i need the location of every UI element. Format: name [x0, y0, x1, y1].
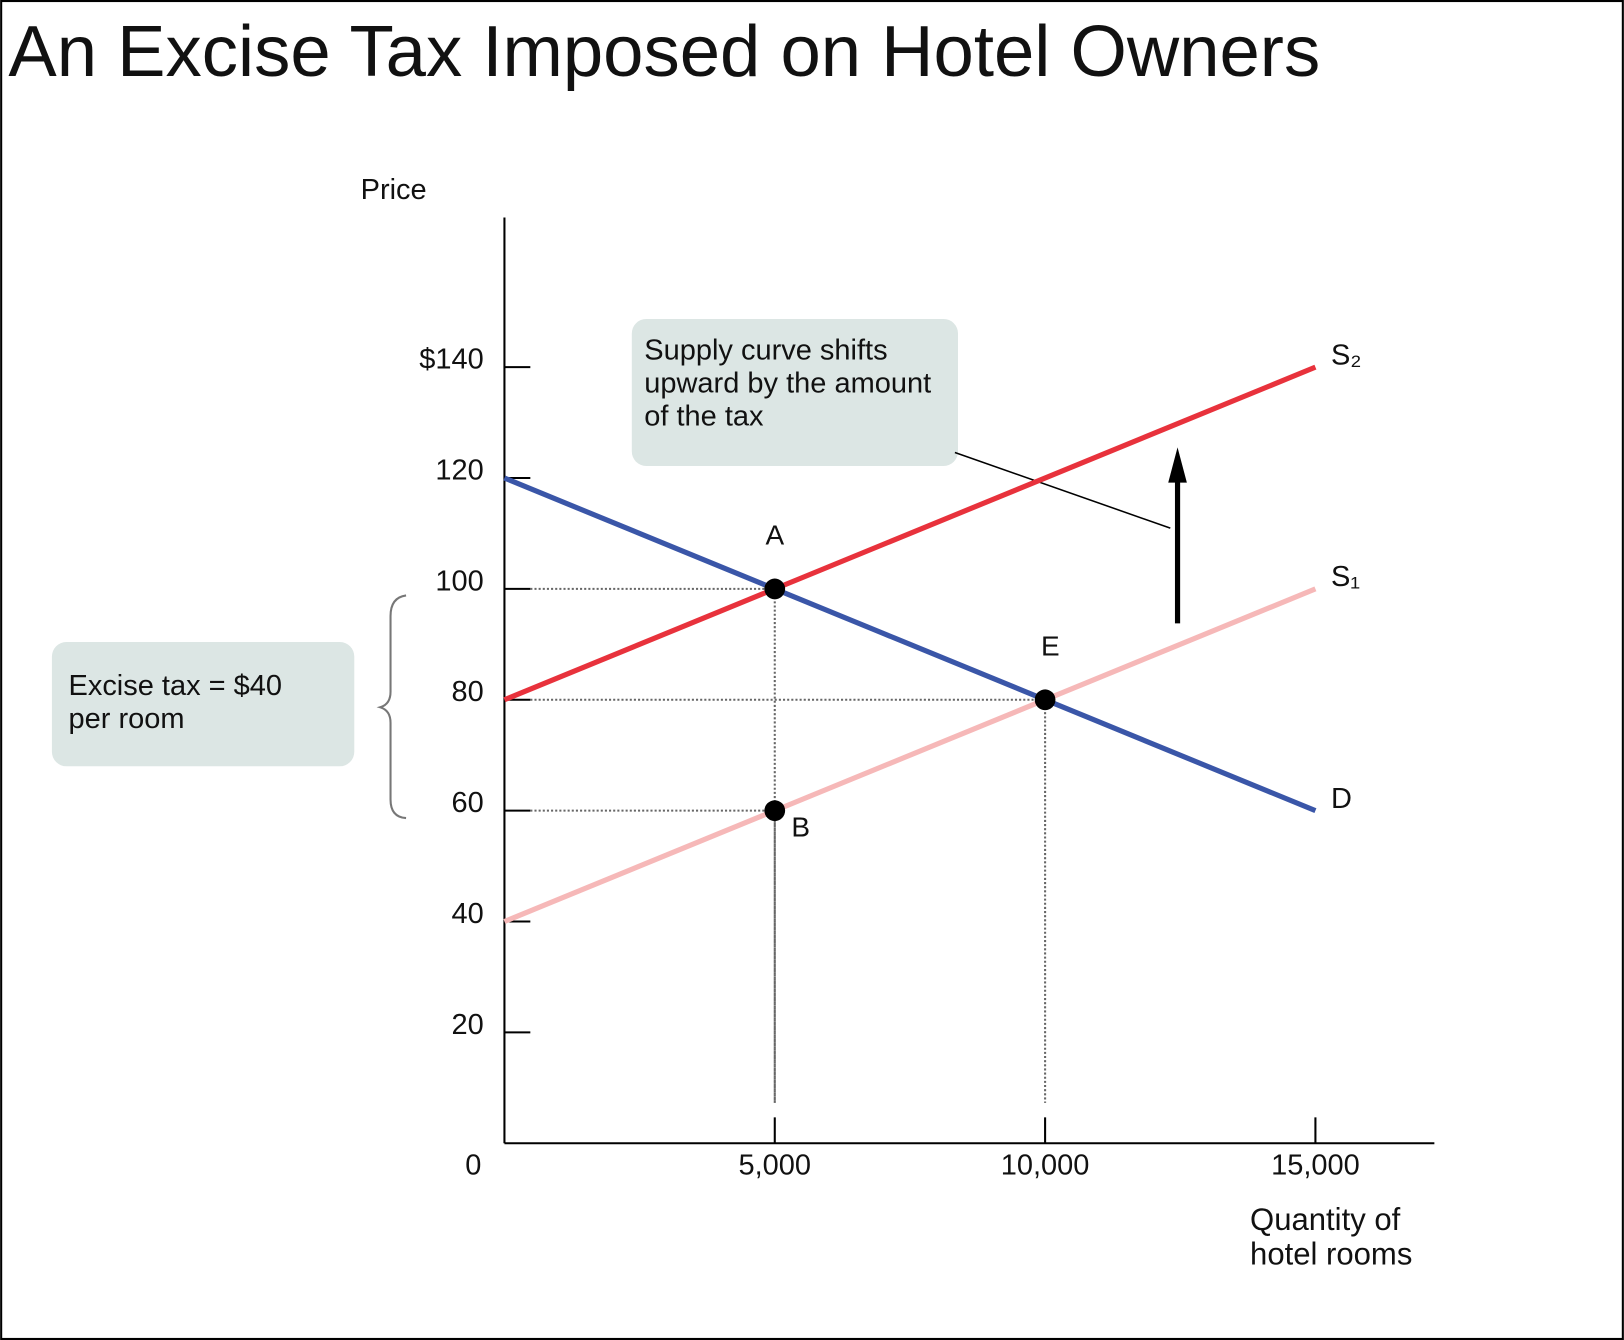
point — [764, 800, 786, 821]
series-label: D — [1331, 783, 1352, 815]
chart-title: An Excise Tax Imposed on Hotel Owners — [8, 11, 1320, 92]
y-tick-label: 100 — [435, 565, 483, 597]
x-axis-label-wrap: Quantity of hotel rooms — [1250, 1203, 1413, 1272]
connector — [954, 451, 1171, 529]
plot: $140 120 100 80 60 40 20 0 5,000 10,000 15,000 S₂ S₁… — [419, 217, 1435, 1182]
point — [1034, 689, 1056, 711]
x-tick-label: 15,000 — [1271, 1150, 1360, 1182]
annotation-wrap: Excise tax = $40 per room — [68, 668, 283, 735]
annotation-box — [631, 318, 959, 466]
annotation-box — [51, 642, 355, 767]
y-axis-label: Price — [361, 174, 427, 206]
shift-arrowhead — [1168, 447, 1187, 483]
y-tick-label: 80 — [451, 676, 483, 708]
x-tick-label: 5,000 — [738, 1150, 811, 1182]
point — [764, 578, 786, 600]
point-label: A — [765, 519, 784, 550]
y-tick-label: $140 — [419, 344, 483, 376]
y-tick-label: 20 — [451, 1009, 483, 1041]
x-tick-label: 10,000 — [1001, 1150, 1090, 1182]
y-tick-label: 40 — [451, 898, 483, 930]
annotation-text: Supply curve shifts upward by the amount… — [644, 333, 932, 433]
series-label: S₂ — [1331, 339, 1362, 371]
point-label: E — [1041, 630, 1060, 661]
point-label: B — [791, 812, 810, 843]
x-axis-label: Quantity of hotel rooms — [1250, 1203, 1413, 1272]
x-tick-label: 0 — [465, 1150, 481, 1182]
series-label: S₁ — [1331, 561, 1360, 593]
series-line — [503, 364, 1317, 703]
y-tick-label: 120 — [435, 454, 483, 486]
annotation-text: Excise tax = $40 per room — [68, 668, 283, 735]
series-line — [503, 475, 1317, 814]
brace — [376, 594, 407, 820]
series-line — [503, 586, 1317, 924]
annotation-wrap: Supply curve shifts upward by the amount… — [644, 333, 932, 433]
y-tick-label: 60 — [451, 787, 483, 819]
